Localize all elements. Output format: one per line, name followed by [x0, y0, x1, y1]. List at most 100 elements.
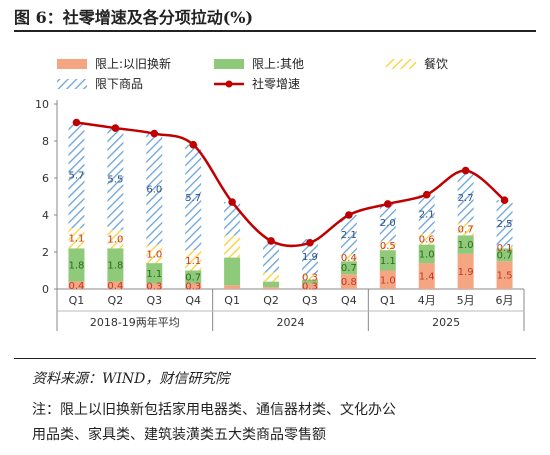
- bar-segment-catering: [496, 246, 513, 249]
- bar-segment-catering: [146, 244, 163, 264]
- bars: [68, 122, 513, 289]
- x-tick-label: Q4: [185, 294, 201, 307]
- bottom-rule: [14, 358, 536, 359]
- x-tick-label: 4月: [418, 294, 436, 307]
- data-label-other: 1.1: [380, 256, 396, 267]
- x-tick-label: Q1: [69, 294, 85, 307]
- bar-segment-other: [340, 261, 357, 275]
- bar-segment-below_quota: [185, 144, 202, 251]
- data-label-trade_in: 1.4: [419, 272, 435, 283]
- bar-segment-trade_in: [224, 285, 241, 289]
- data-label-below_quota: 6.0: [146, 185, 162, 196]
- legend-label-total_line: 社零增速: [252, 76, 300, 91]
- x-tick-label: Q1: [380, 294, 396, 307]
- total-growth-line: [72, 118, 509, 248]
- bar-segment-trade_in: [146, 283, 163, 289]
- data-label-below_quota: 5.7: [69, 171, 85, 182]
- x-tick-label: 5月: [457, 294, 475, 307]
- bar-segment-catering: [301, 274, 318, 280]
- bar-segment-trade_in: [379, 270, 396, 289]
- data-label-catering: 1.1: [69, 234, 85, 245]
- title-rule: [14, 30, 536, 32]
- y-tick-label: 6: [42, 172, 49, 185]
- x-tick-label: 6月: [496, 294, 514, 307]
- x-tick-label: Q1: [224, 294, 240, 307]
- bar-segment-below_quota: [496, 200, 513, 247]
- legend-swatch-catering: [386, 59, 416, 69]
- bar-segment-below_quota: [146, 133, 163, 245]
- total-growth-point: [111, 124, 120, 132]
- total-growth-point: [267, 237, 275, 245]
- bar-segment-below_quota: [379, 203, 396, 241]
- bar-segment-below_quota: [340, 215, 357, 254]
- bar-segment-below_quota: [457, 172, 474, 223]
- bar-segment-catering: [185, 250, 202, 271]
- total-growth-point: [228, 198, 236, 206]
- x-tick-label: Q2: [263, 294, 279, 307]
- legend-marker-total: [225, 80, 233, 88]
- data-label-other: 1.1: [146, 269, 162, 280]
- total-growth-point: [345, 211, 353, 219]
- legend-swatch-other: [214, 59, 244, 69]
- bar-segment-below_quota: [263, 242, 280, 273]
- data-label-catering: 0.7: [458, 224, 474, 235]
- bar-segment-other: [457, 235, 474, 254]
- data-label-trade_in: 1.0: [380, 275, 396, 286]
- x-group-label: 2025: [432, 316, 460, 329]
- legend-label-other: 限上:其他: [252, 57, 304, 71]
- data-labels: 0.41.81.15.70.41.81.05.50.31.11.06.00.30…: [69, 171, 513, 293]
- data-label-below_quota: 5.5: [107, 174, 123, 185]
- data-label-trade_in: 0.3: [185, 282, 201, 293]
- y-tick-label: 8: [42, 135, 49, 148]
- bar-segment-below_quota: [418, 194, 435, 234]
- bar-segment-other: [263, 281, 280, 288]
- bar-segment-trade_in: [418, 263, 435, 289]
- footnote-line-2: 用品类、家具类、建筑装潢类五大类商品零售额: [32, 427, 326, 443]
- x-group-label: 2024: [277, 316, 305, 329]
- total-growth-point: [150, 129, 159, 138]
- data-label-below_quota: 2.7: [458, 193, 474, 204]
- y-tick-label: 4: [42, 209, 49, 222]
- data-label-trade_in: 1.9: [458, 267, 474, 278]
- bar-segment-catering: [68, 227, 85, 249]
- y-tick-label: 10: [35, 98, 49, 111]
- bar-segment-catering: [418, 233, 435, 245]
- bar-segment-trade_in: [68, 281, 85, 289]
- data-label-other: 1.0: [419, 249, 435, 260]
- bar-segment-other: [185, 270, 202, 284]
- bar-segment-below_quota: [107, 128, 124, 230]
- data-label-trade_in: 0.3: [146, 282, 162, 293]
- y-tick-label: 0: [42, 283, 49, 296]
- x-group-label: 2018-19两年平均: [90, 315, 180, 329]
- bar-segment-other: [379, 250, 396, 271]
- data-label-catering: 0.1: [497, 243, 513, 254]
- data-label-catering: 1.0: [107, 235, 123, 246]
- data-label-below_quota: 2.1: [341, 230, 357, 241]
- legend-label-below_quota: 限下商品: [95, 76, 143, 91]
- total-growth-point: [306, 238, 314, 247]
- total-growth-point: [461, 166, 470, 175]
- bar-segment-other: [107, 248, 124, 282]
- data-label-catering: 0.5: [380, 241, 396, 252]
- data-label-below_quota: 2.0: [380, 218, 396, 229]
- data-label-trade_in: 0.4: [69, 281, 85, 292]
- x-tick-label: Q3: [302, 294, 318, 307]
- total-growth-path: [76, 121, 506, 248]
- data-label-other: 1.8: [69, 260, 85, 271]
- bar-segment-other: [496, 248, 513, 262]
- source-note: 资料来源：WIND，财信研究院: [32, 371, 230, 387]
- data-label-catering: 0.6: [419, 235, 435, 246]
- bar-segment-catering: [340, 253, 357, 262]
- bar-segment-other: [418, 244, 435, 264]
- data-label-below_quota: 5.7: [185, 193, 201, 204]
- bar-segment-catering: [107, 229, 124, 249]
- bar-segment-below_quota: [224, 202, 241, 236]
- x-tick-label: Q2: [108, 294, 124, 307]
- data-label-other: 1.8: [107, 260, 123, 271]
- total-growth-point: [72, 118, 81, 127]
- data-label-other: 0.7: [185, 272, 201, 283]
- total-growth-point: [422, 190, 431, 199]
- data-label-below_quota: 2.5: [497, 219, 513, 230]
- data-label-below_quota: 2.1: [419, 210, 435, 221]
- data-label-catering: 0.3: [302, 272, 318, 283]
